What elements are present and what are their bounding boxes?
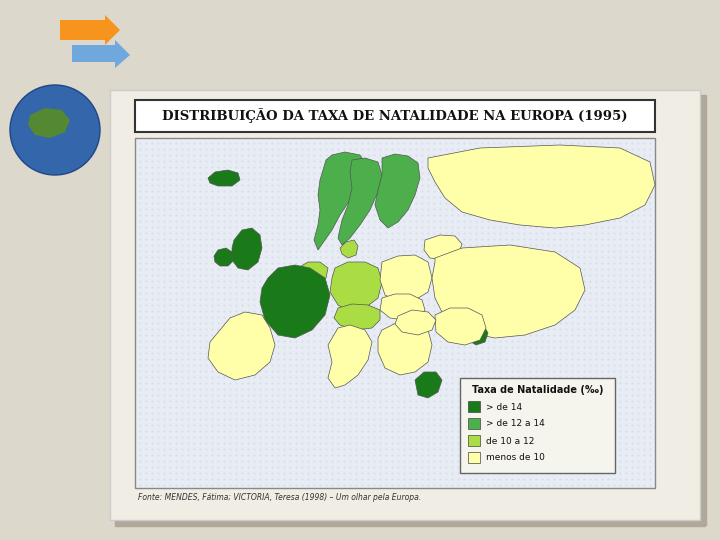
Polygon shape <box>28 108 70 138</box>
Polygon shape <box>395 310 436 335</box>
Polygon shape <box>415 372 442 398</box>
Text: DISTRIBUIÇÃO DA TAXA DE NATALIDADE NA EUROPA (1995): DISTRIBUIÇÃO DA TAXA DE NATALIDADE NA EU… <box>162 109 628 124</box>
Polygon shape <box>260 265 330 338</box>
Text: Taxa de Natalidade (‰): Taxa de Natalidade (‰) <box>472 385 603 395</box>
Polygon shape <box>214 248 234 266</box>
Polygon shape <box>375 154 420 228</box>
Bar <box>115 518 705 526</box>
Polygon shape <box>380 255 432 302</box>
Text: > de 12 a 14: > de 12 a 14 <box>486 420 545 429</box>
Polygon shape <box>60 15 120 45</box>
Text: menos de 10: menos de 10 <box>486 454 545 462</box>
Bar <box>468 418 480 429</box>
Polygon shape <box>298 262 328 284</box>
Polygon shape <box>428 145 655 228</box>
Bar <box>0 0 108 175</box>
Polygon shape <box>424 235 462 260</box>
Polygon shape <box>338 158 382 245</box>
Text: Fonte: MENDES, Fátima; VICTORIA, Teresa (1998) – Um olhar pela Europa.: Fonte: MENDES, Fátima; VICTORIA, Teresa … <box>138 494 421 503</box>
Polygon shape <box>380 294 425 320</box>
Bar <box>468 401 480 412</box>
Bar <box>468 435 480 446</box>
Polygon shape <box>330 262 382 312</box>
Bar <box>698 95 706 525</box>
Circle shape <box>10 85 100 175</box>
Polygon shape <box>314 152 368 250</box>
Text: > de 14: > de 14 <box>486 402 522 411</box>
Polygon shape <box>232 228 262 270</box>
Text: de 10 a 12: de 10 a 12 <box>486 436 534 446</box>
Polygon shape <box>435 308 486 345</box>
Polygon shape <box>328 325 372 388</box>
Bar <box>135 138 655 488</box>
FancyBboxPatch shape <box>110 90 700 520</box>
Polygon shape <box>432 245 585 338</box>
Polygon shape <box>72 40 130 68</box>
Bar <box>460 378 615 473</box>
FancyBboxPatch shape <box>135 100 655 132</box>
Polygon shape <box>208 312 275 380</box>
Polygon shape <box>468 325 488 345</box>
Polygon shape <box>378 322 432 375</box>
Bar <box>468 452 480 463</box>
Polygon shape <box>208 170 240 186</box>
Polygon shape <box>340 240 358 258</box>
Polygon shape <box>334 304 380 330</box>
